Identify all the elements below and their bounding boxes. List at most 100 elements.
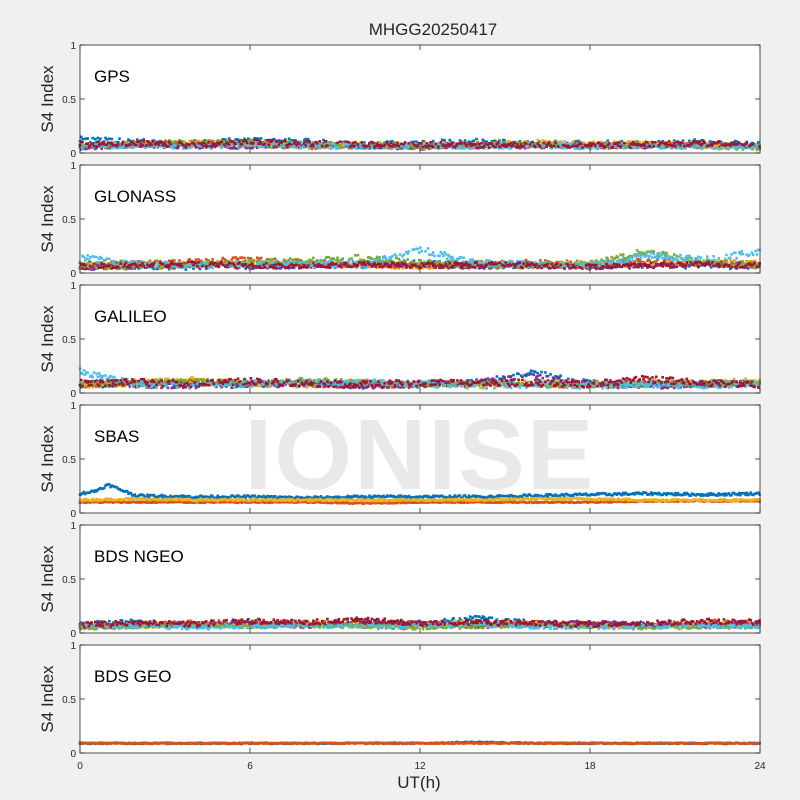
data-point	[303, 141, 306, 144]
data-point	[194, 146, 198, 149]
data-point	[295, 260, 299, 264]
data-point	[336, 261, 339, 264]
data-point	[110, 141, 114, 145]
panel-label: GPS	[94, 67, 130, 86]
data-point	[740, 143, 744, 146]
data-point	[595, 259, 598, 262]
data-point	[391, 140, 394, 143]
data-point	[428, 264, 431, 268]
data-point	[210, 144, 213, 148]
data-point	[118, 137, 121, 140]
data-point	[658, 146, 662, 150]
data-point	[201, 143, 204, 147]
data-point	[482, 139, 486, 143]
data-point	[632, 144, 635, 148]
data-point	[411, 267, 415, 270]
data-point	[436, 142, 440, 146]
data-point	[472, 139, 476, 142]
data-point	[119, 259, 123, 263]
data-point	[422, 140, 426, 143]
data-point	[328, 259, 332, 263]
y-tick-label: 1	[70, 41, 76, 52]
data-point	[746, 146, 750, 150]
data-point	[676, 146, 680, 149]
data-point	[204, 143, 208, 146]
data-point	[652, 250, 656, 253]
data-point	[310, 147, 314, 151]
data-point	[616, 256, 620, 259]
data-point	[702, 145, 705, 148]
data-point	[188, 257, 191, 261]
data-point	[606, 143, 610, 147]
data-point	[143, 146, 147, 150]
data-point	[672, 253, 676, 256]
data-point	[115, 144, 119, 148]
data-point	[385, 141, 389, 144]
data-point	[516, 143, 519, 146]
data-point	[124, 141, 128, 145]
data-point	[249, 256, 253, 260]
data-point	[120, 142, 124, 146]
data-point	[688, 264, 691, 268]
data-point	[561, 144, 565, 147]
data-point	[408, 143, 412, 147]
data-point	[458, 145, 462, 149]
data-point	[391, 147, 394, 150]
data-point	[588, 142, 592, 145]
data-point	[255, 138, 259, 142]
data-point	[652, 145, 656, 148]
data-point	[411, 141, 415, 145]
data-point	[681, 265, 685, 269]
data-point	[99, 145, 102, 149]
data-point	[428, 142, 431, 145]
data-point	[745, 144, 749, 147]
data-point	[736, 142, 740, 146]
data-point	[540, 140, 543, 144]
data-point	[628, 145, 631, 149]
data-point	[473, 143, 477, 146]
data-point	[436, 145, 440, 149]
data-point	[454, 144, 458, 148]
data-point	[236, 145, 240, 149]
data-point	[271, 142, 274, 146]
data-point	[728, 144, 732, 147]
data-point	[148, 260, 152, 264]
data-point	[391, 145, 394, 148]
data-point	[442, 261, 445, 265]
data-point	[452, 145, 455, 149]
data-point	[108, 137, 111, 141]
data-point	[491, 144, 495, 148]
data-point	[292, 142, 296, 145]
data-point	[662, 146, 666, 150]
data-point	[693, 138, 696, 141]
data-point	[262, 145, 265, 148]
data-point	[653, 140, 657, 144]
data-point	[243, 141, 246, 145]
data-point	[240, 145, 244, 149]
data-point	[266, 145, 269, 149]
data-point	[463, 141, 467, 145]
data-point	[577, 143, 580, 147]
data-point	[559, 266, 562, 269]
data-point	[447, 142, 450, 146]
data-point	[336, 145, 339, 149]
data-point	[91, 136, 95, 140]
data-point	[688, 263, 691, 267]
data-point	[607, 142, 611, 145]
data-point	[230, 258, 234, 262]
data-point	[463, 139, 467, 142]
data-point	[385, 144, 389, 148]
data-point	[524, 142, 528, 145]
data-point	[136, 138, 139, 141]
data-point	[565, 259, 569, 263]
data-point	[666, 259, 670, 263]
data-point	[626, 143, 630, 146]
data-point	[730, 141, 733, 145]
data-point	[253, 138, 256, 142]
data-point	[657, 139, 661, 143]
data-point	[136, 145, 139, 148]
data-point	[370, 257, 374, 260]
data-point	[116, 140, 120, 144]
data-point	[263, 142, 267, 145]
data-point	[259, 142, 263, 145]
